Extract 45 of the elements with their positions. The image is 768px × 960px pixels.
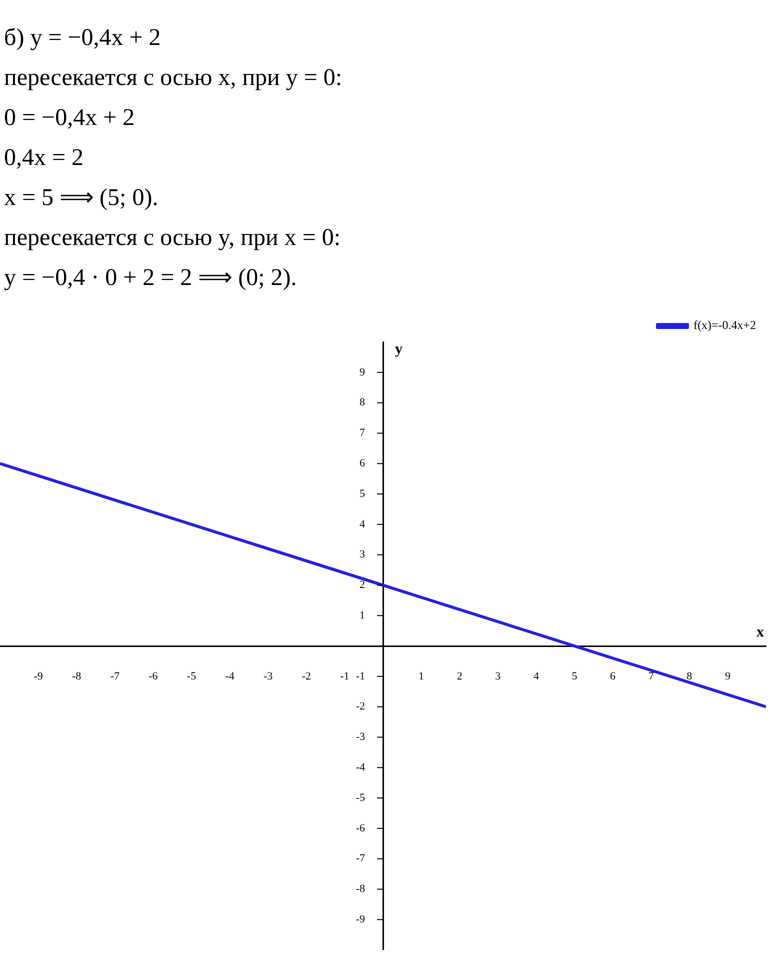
y-tick-label: 3 [360, 548, 366, 561]
y-tick-label: -3 [356, 731, 366, 744]
y-axis-title: y [395, 341, 403, 358]
y-tick-label: 7 [360, 427, 366, 440]
x-tick-label: 8 [686, 670, 693, 682]
y-tick-label: 6 [360, 457, 366, 470]
x-tick-label: 4 [533, 670, 540, 682]
x-tick-label: 3 [495, 670, 502, 682]
legend-label: f(x)=-0.4x+2 [693, 318, 756, 332]
y-tick-label: -2 [356, 700, 365, 713]
text: 0 = −0,4x + 2 [4, 104, 136, 133]
x-tick-label: 7 [648, 670, 654, 682]
text: пересекается с осью y, при x = 0: [4, 224, 342, 253]
x-tick-label: 1 [418, 670, 424, 682]
y-tick-label: -8 [356, 883, 366, 896]
y-tick-label: 2 [360, 579, 365, 592]
x-tick-label: 5 [572, 670, 578, 682]
text: пересекается с осью x, при y = 0: [4, 64, 344, 93]
x-tick-label: -5 [186, 670, 197, 682]
x-tick-label: -4 [225, 670, 235, 682]
x-tick-label: -3 [264, 670, 274, 682]
y-tick-label: -7 [356, 852, 366, 865]
y-tick-label: -6 [356, 822, 366, 834]
x-tick-label: -8 [72, 670, 82, 682]
x-tick-label: 2 [456, 670, 462, 682]
x-tick-label: -6 [148, 670, 158, 682]
x-tick-label: -7 [110, 670, 120, 682]
x-tick-label: 6 [610, 670, 616, 682]
x-tick-label: 9 [724, 670, 731, 682]
y-tick-label: 1 [360, 609, 365, 622]
y-tick-label: -4 [356, 761, 366, 774]
x-tick-label: -9 [34, 670, 44, 682]
text: б) y = −0,4x + 2 [4, 24, 162, 53]
x-tick-label: -2 [302, 670, 311, 682]
y-tick-label: 5 [360, 488, 366, 500]
text: y = −0,4 · 0 + 2 = 2 ⟹ (0; 2). [4, 264, 298, 293]
text: x = 5 ⟹ (5; 0). [4, 184, 160, 213]
x-axis-title: x [756, 624, 764, 640]
y-tick-label: 4 [360, 518, 366, 530]
text: 0,4x = 2 [4, 144, 85, 173]
y-tick-label: -9 [356, 913, 366, 926]
y-tick-label: -5 [356, 792, 366, 804]
y-tick-label: 8 [360, 396, 366, 409]
x-tick-label: -1 [340, 670, 350, 682]
y-tick-label: 9 [360, 366, 366, 378]
